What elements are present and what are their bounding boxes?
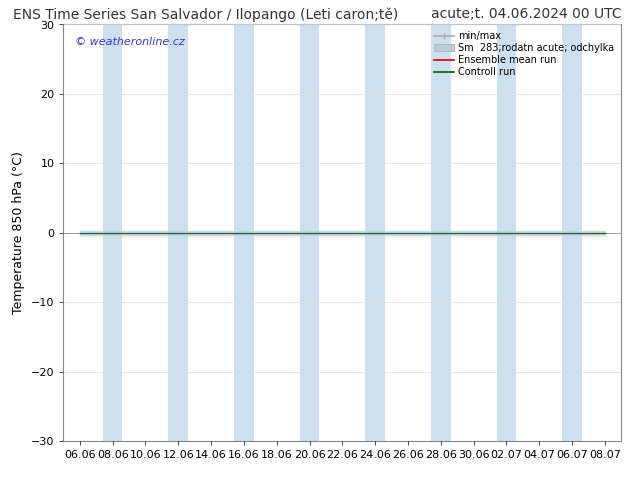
Bar <box>300 24 320 441</box>
Bar <box>169 24 188 441</box>
Bar <box>234 24 254 441</box>
Y-axis label: Temperature 850 hPa (°C): Temperature 850 hPa (°C) <box>12 151 25 314</box>
Text: ENS Time Series San Salvador / Ilopango (Leti caron;tě): ENS Time Series San Salvador / Ilopango … <box>13 7 398 22</box>
Legend: min/max, Sm  283;rodatn acute; odchylka, Ensemble mean run, Controll run: min/max, Sm 283;rodatn acute; odchylka, … <box>430 27 618 81</box>
Bar <box>496 24 516 441</box>
Text: © weatheronline.cz: © weatheronline.cz <box>75 37 184 47</box>
Bar <box>365 24 385 441</box>
Bar <box>562 24 582 441</box>
Bar <box>431 24 451 441</box>
Text: acute;t. 04.06.2024 00 UTC: acute;t. 04.06.2024 00 UTC <box>430 7 621 22</box>
Bar <box>103 24 122 441</box>
